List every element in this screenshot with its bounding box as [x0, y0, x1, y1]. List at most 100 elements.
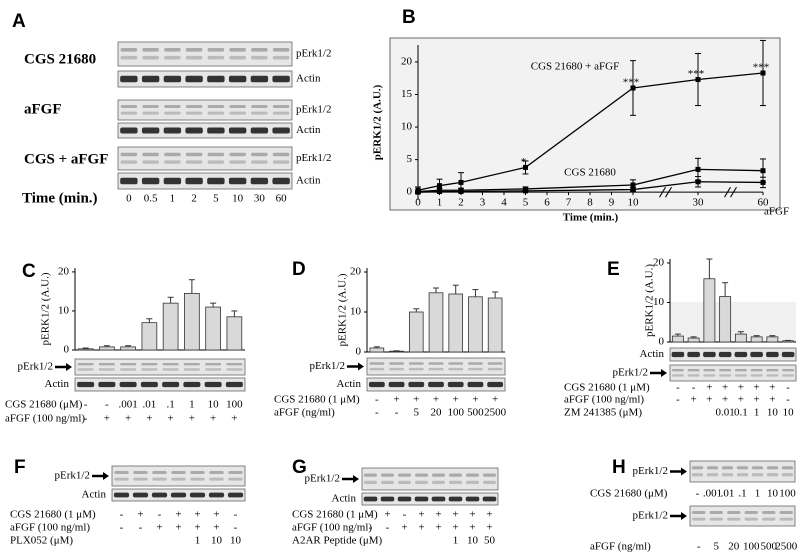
band: [251, 152, 268, 157]
band: [692, 511, 706, 514]
panel-label: C: [22, 261, 36, 282]
band: [766, 374, 779, 377]
blot: [117, 146, 293, 171]
band: [185, 111, 203, 115]
condition-value: 100: [779, 488, 796, 500]
condition-value: +: [125, 413, 131, 425]
marker: [760, 70, 766, 76]
band: [207, 127, 225, 134]
blot-label: pErk1/2: [296, 48, 331, 60]
band: [171, 471, 186, 474]
band: [228, 177, 247, 185]
condition-value: +: [418, 522, 424, 534]
band: [736, 466, 749, 470]
band: [207, 105, 225, 108]
band: [228, 471, 243, 474]
series-label: CGS 21680 + aFGF: [531, 61, 619, 73]
band: [448, 367, 464, 371]
band: [703, 351, 716, 358]
axis-break: [659, 186, 666, 198]
band: [185, 127, 203, 134]
condition-value: .1: [167, 399, 175, 411]
condition-value: 10: [208, 399, 220, 411]
marker: [437, 189, 442, 195]
band: [389, 362, 405, 365]
condition-value: +: [492, 394, 498, 406]
condition-value: +: [189, 413, 195, 425]
band: [703, 374, 716, 377]
condition-value: 100: [226, 399, 243, 411]
time-value: 0.5: [144, 193, 158, 205]
condition-value: +: [706, 382, 712, 394]
band: [120, 105, 138, 108]
arrow-head: [353, 475, 359, 483]
bar: [77, 348, 94, 351]
y-tick-label: 15: [401, 88, 413, 100]
band: [272, 177, 290, 185]
band: [762, 511, 776, 514]
marker: [695, 179, 701, 185]
band: [465, 496, 480, 502]
x-tick-label: 60: [758, 197, 770, 209]
condition-value: -: [105, 399, 109, 411]
condition-value: +: [194, 509, 200, 521]
condition-value: 2500: [775, 541, 798, 553]
blot: [74, 377, 246, 392]
blot: [689, 460, 796, 483]
condition-value: +: [413, 394, 419, 406]
condition-value: 500: [761, 541, 778, 553]
band: [120, 48, 138, 52]
band: [98, 381, 116, 388]
condition-value: +: [213, 509, 219, 521]
arrow-head: [681, 467, 687, 476]
band: [691, 473, 704, 477]
condition-value: 10: [767, 407, 779, 419]
marker: [523, 164, 528, 170]
y-tick-label: 0: [659, 336, 665, 348]
band: [250, 75, 269, 83]
band: [364, 473, 377, 477]
condition-value: +: [754, 382, 760, 394]
bar: [671, 335, 684, 343]
y-axis-label: pERK1/2 (A.U.): [337, 273, 349, 346]
condition-label: CGS 21680 (μM): [5, 399, 83, 411]
condition-value: +: [401, 522, 407, 534]
panel-label: E: [607, 259, 620, 280]
condition-value: .001: [119, 399, 138, 411]
band: [751, 466, 764, 470]
bar: [687, 337, 700, 343]
condition-label: CGS 21680 (1 μM): [274, 394, 360, 406]
significance: ***: [688, 68, 705, 80]
band: [141, 127, 160, 134]
condition-value: +: [156, 522, 162, 534]
band: [251, 48, 268, 52]
band: [227, 492, 244, 498]
band: [272, 48, 290, 52]
condition-value: +: [168, 413, 174, 425]
y-tick-label: 10: [350, 306, 362, 318]
band: [687, 374, 700, 377]
condition-value: +: [213, 522, 219, 534]
band: [98, 368, 115, 371]
condition-value: -: [696, 488, 700, 500]
bar: [448, 293, 464, 353]
band: [766, 369, 779, 372]
band: [207, 111, 225, 115]
condition-value: 5: [714, 541, 720, 553]
band: [703, 369, 716, 372]
bar: [389, 350, 404, 353]
band: [164, 111, 181, 115]
condition-value: +: [469, 509, 475, 521]
condition-value: -: [375, 407, 379, 419]
band: [381, 473, 394, 477]
band: [687, 369, 700, 372]
band: [183, 381, 201, 388]
blot-label: pErk1/2: [18, 361, 53, 373]
condition-value: +: [706, 394, 712, 406]
condition-value: 20: [431, 407, 443, 419]
condition-value: +: [486, 522, 492, 534]
band: [142, 55, 159, 60]
condition-value: 10: [230, 535, 242, 547]
time-value: 30: [254, 193, 266, 205]
